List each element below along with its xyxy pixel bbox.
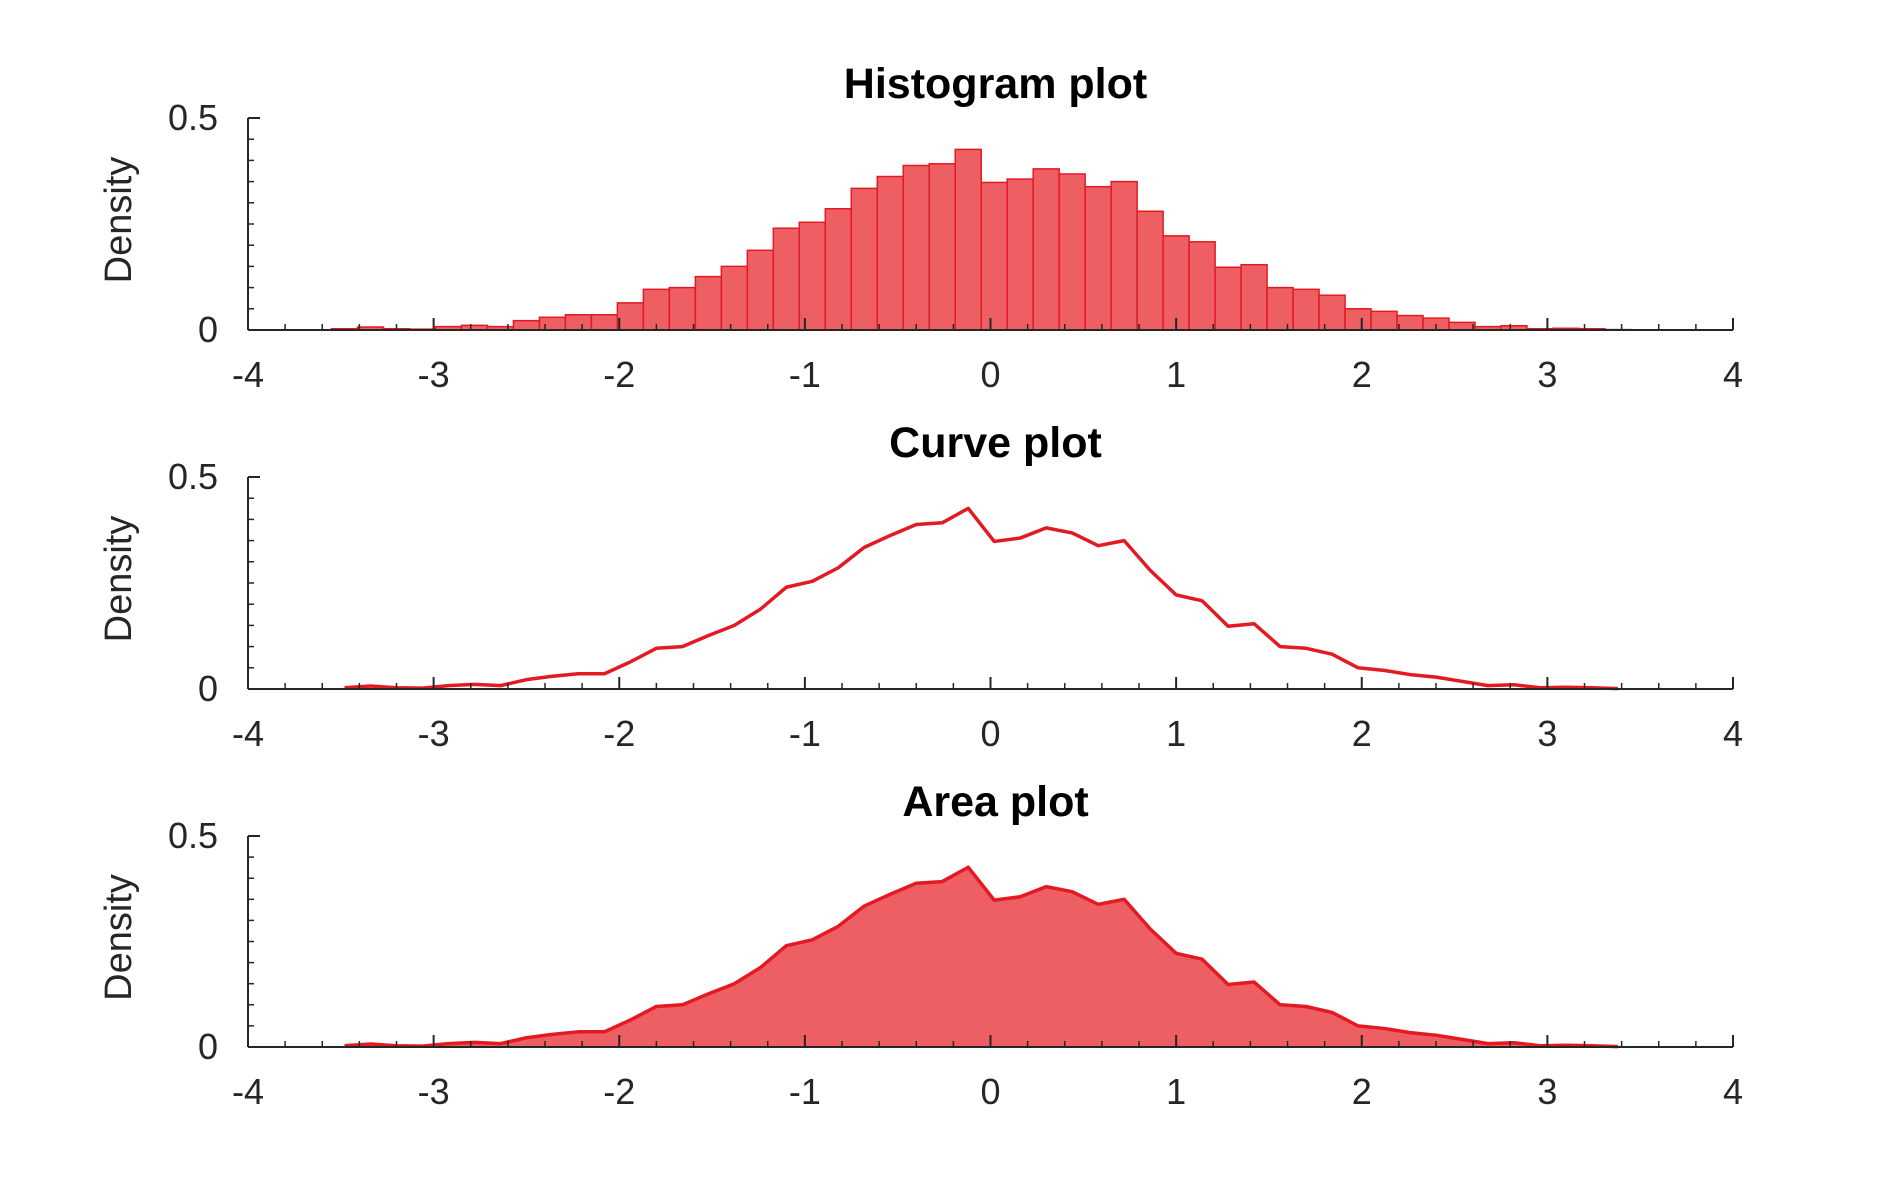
histogram-bar: [1189, 242, 1215, 330]
y-tick-label: 0: [198, 309, 218, 350]
histogram-bar: [1215, 267, 1241, 330]
histogram-bar: [617, 303, 643, 330]
histogram-bar: [799, 222, 825, 330]
y-tick-label: 0.5: [168, 815, 218, 856]
histogram-bar: [1397, 316, 1423, 330]
histogram-bar: [903, 165, 929, 330]
histogram-bar: [1241, 265, 1267, 330]
curve-line: [345, 508, 1618, 688]
area-fill: [345, 867, 1618, 1047]
chart-title: Area plot: [902, 778, 1088, 826]
y-axis-label: Density: [98, 157, 140, 284]
x-tick-label: -4: [232, 354, 264, 395]
x-tick-label: -1: [789, 354, 821, 395]
x-tick-label: 4: [1723, 1071, 1743, 1112]
histogram-bar: [591, 315, 617, 330]
histogram-bar: [1059, 174, 1085, 330]
histogram-bar: [1371, 311, 1397, 330]
x-tick-label: -1: [789, 1071, 821, 1112]
y-tick-label: 0: [198, 1026, 218, 1067]
y-axis-label: Density: [98, 516, 140, 643]
histogram-bar: [825, 209, 851, 330]
x-tick-label: 4: [1723, 713, 1743, 754]
y-tick-label: 0: [198, 668, 218, 709]
x-tick-label: -3: [418, 1071, 450, 1112]
x-tick-label: 0: [980, 1071, 1000, 1112]
histogram-bar: [851, 188, 877, 330]
histogram-bar: [513, 321, 539, 330]
x-tick-label: 1: [1166, 1071, 1186, 1112]
histogram-bar: [1033, 169, 1059, 330]
histogram-bar: [1111, 182, 1137, 330]
y-axis-label: Density: [98, 874, 140, 1001]
histogram-bar: [981, 182, 1007, 330]
x-tick-label: 3: [1537, 713, 1557, 754]
histogram-bar: [1085, 187, 1111, 330]
x-tick-label: -2: [603, 1071, 635, 1112]
x-tick-label: -4: [232, 1071, 264, 1112]
x-tick-label: -3: [418, 713, 450, 754]
histogram-bar: [1137, 211, 1163, 330]
histogram-bar: [929, 164, 955, 330]
x-tick-label: 1: [1166, 713, 1186, 754]
histogram-bar: [539, 317, 565, 330]
histogram-bar: [1345, 309, 1371, 330]
panel-line: -4 -3 -2 -1 0 1 2 3 4 0 0.5 Curve plot Density: [98, 419, 1743, 754]
histogram-bar: [1449, 322, 1475, 330]
x-tick-label: -3: [418, 354, 450, 395]
y-tick-label: 0.5: [168, 97, 218, 138]
x-tick-label: 2: [1352, 713, 1372, 754]
y-tick-label: 0.5: [168, 456, 218, 497]
histogram-bar: [747, 250, 773, 330]
x-tick-label: 4: [1723, 354, 1743, 395]
x-tick-label: 2: [1352, 1071, 1372, 1112]
chart-title: Curve plot: [889, 419, 1102, 467]
x-tick-label: 2: [1352, 354, 1372, 395]
histogram-bar: [721, 266, 747, 330]
x-tick-label: -2: [603, 713, 635, 754]
histogram-bar: [1267, 288, 1293, 330]
histogram-bar: [643, 289, 669, 330]
x-tick-label: -1: [789, 713, 821, 754]
histogram-bar: [773, 228, 799, 330]
histogram-bar: [877, 177, 903, 330]
x-tick-label: 3: [1537, 1071, 1557, 1112]
histogram-bar: [565, 315, 591, 330]
histogram-bar: [1293, 289, 1319, 330]
histogram-bar: [695, 277, 721, 330]
panel-area: -4 -3 -2 -1 0 1 2 3 4 0 0.5 Area plot Density: [98, 778, 1743, 1112]
histogram-bar: [1007, 179, 1033, 330]
histogram-bar: [1163, 236, 1189, 330]
x-tick-label: 3: [1537, 354, 1557, 395]
histogram-bar: [669, 288, 695, 330]
x-tick-label: -4: [232, 713, 264, 754]
x-tick-label: -2: [603, 354, 635, 395]
chart-title: Histogram plot: [844, 60, 1147, 108]
x-tick-label: 1: [1166, 354, 1186, 395]
histogram-bar: [955, 149, 981, 330]
x-tick-label: 0: [980, 713, 1000, 754]
x-tick-label: 0: [980, 354, 1000, 395]
panel-bar: -4 -3 -2 -1 0 1 2 3 4 0 0.5 Histogram plot Density: [98, 60, 1743, 395]
histogram-bar: [1319, 295, 1345, 330]
